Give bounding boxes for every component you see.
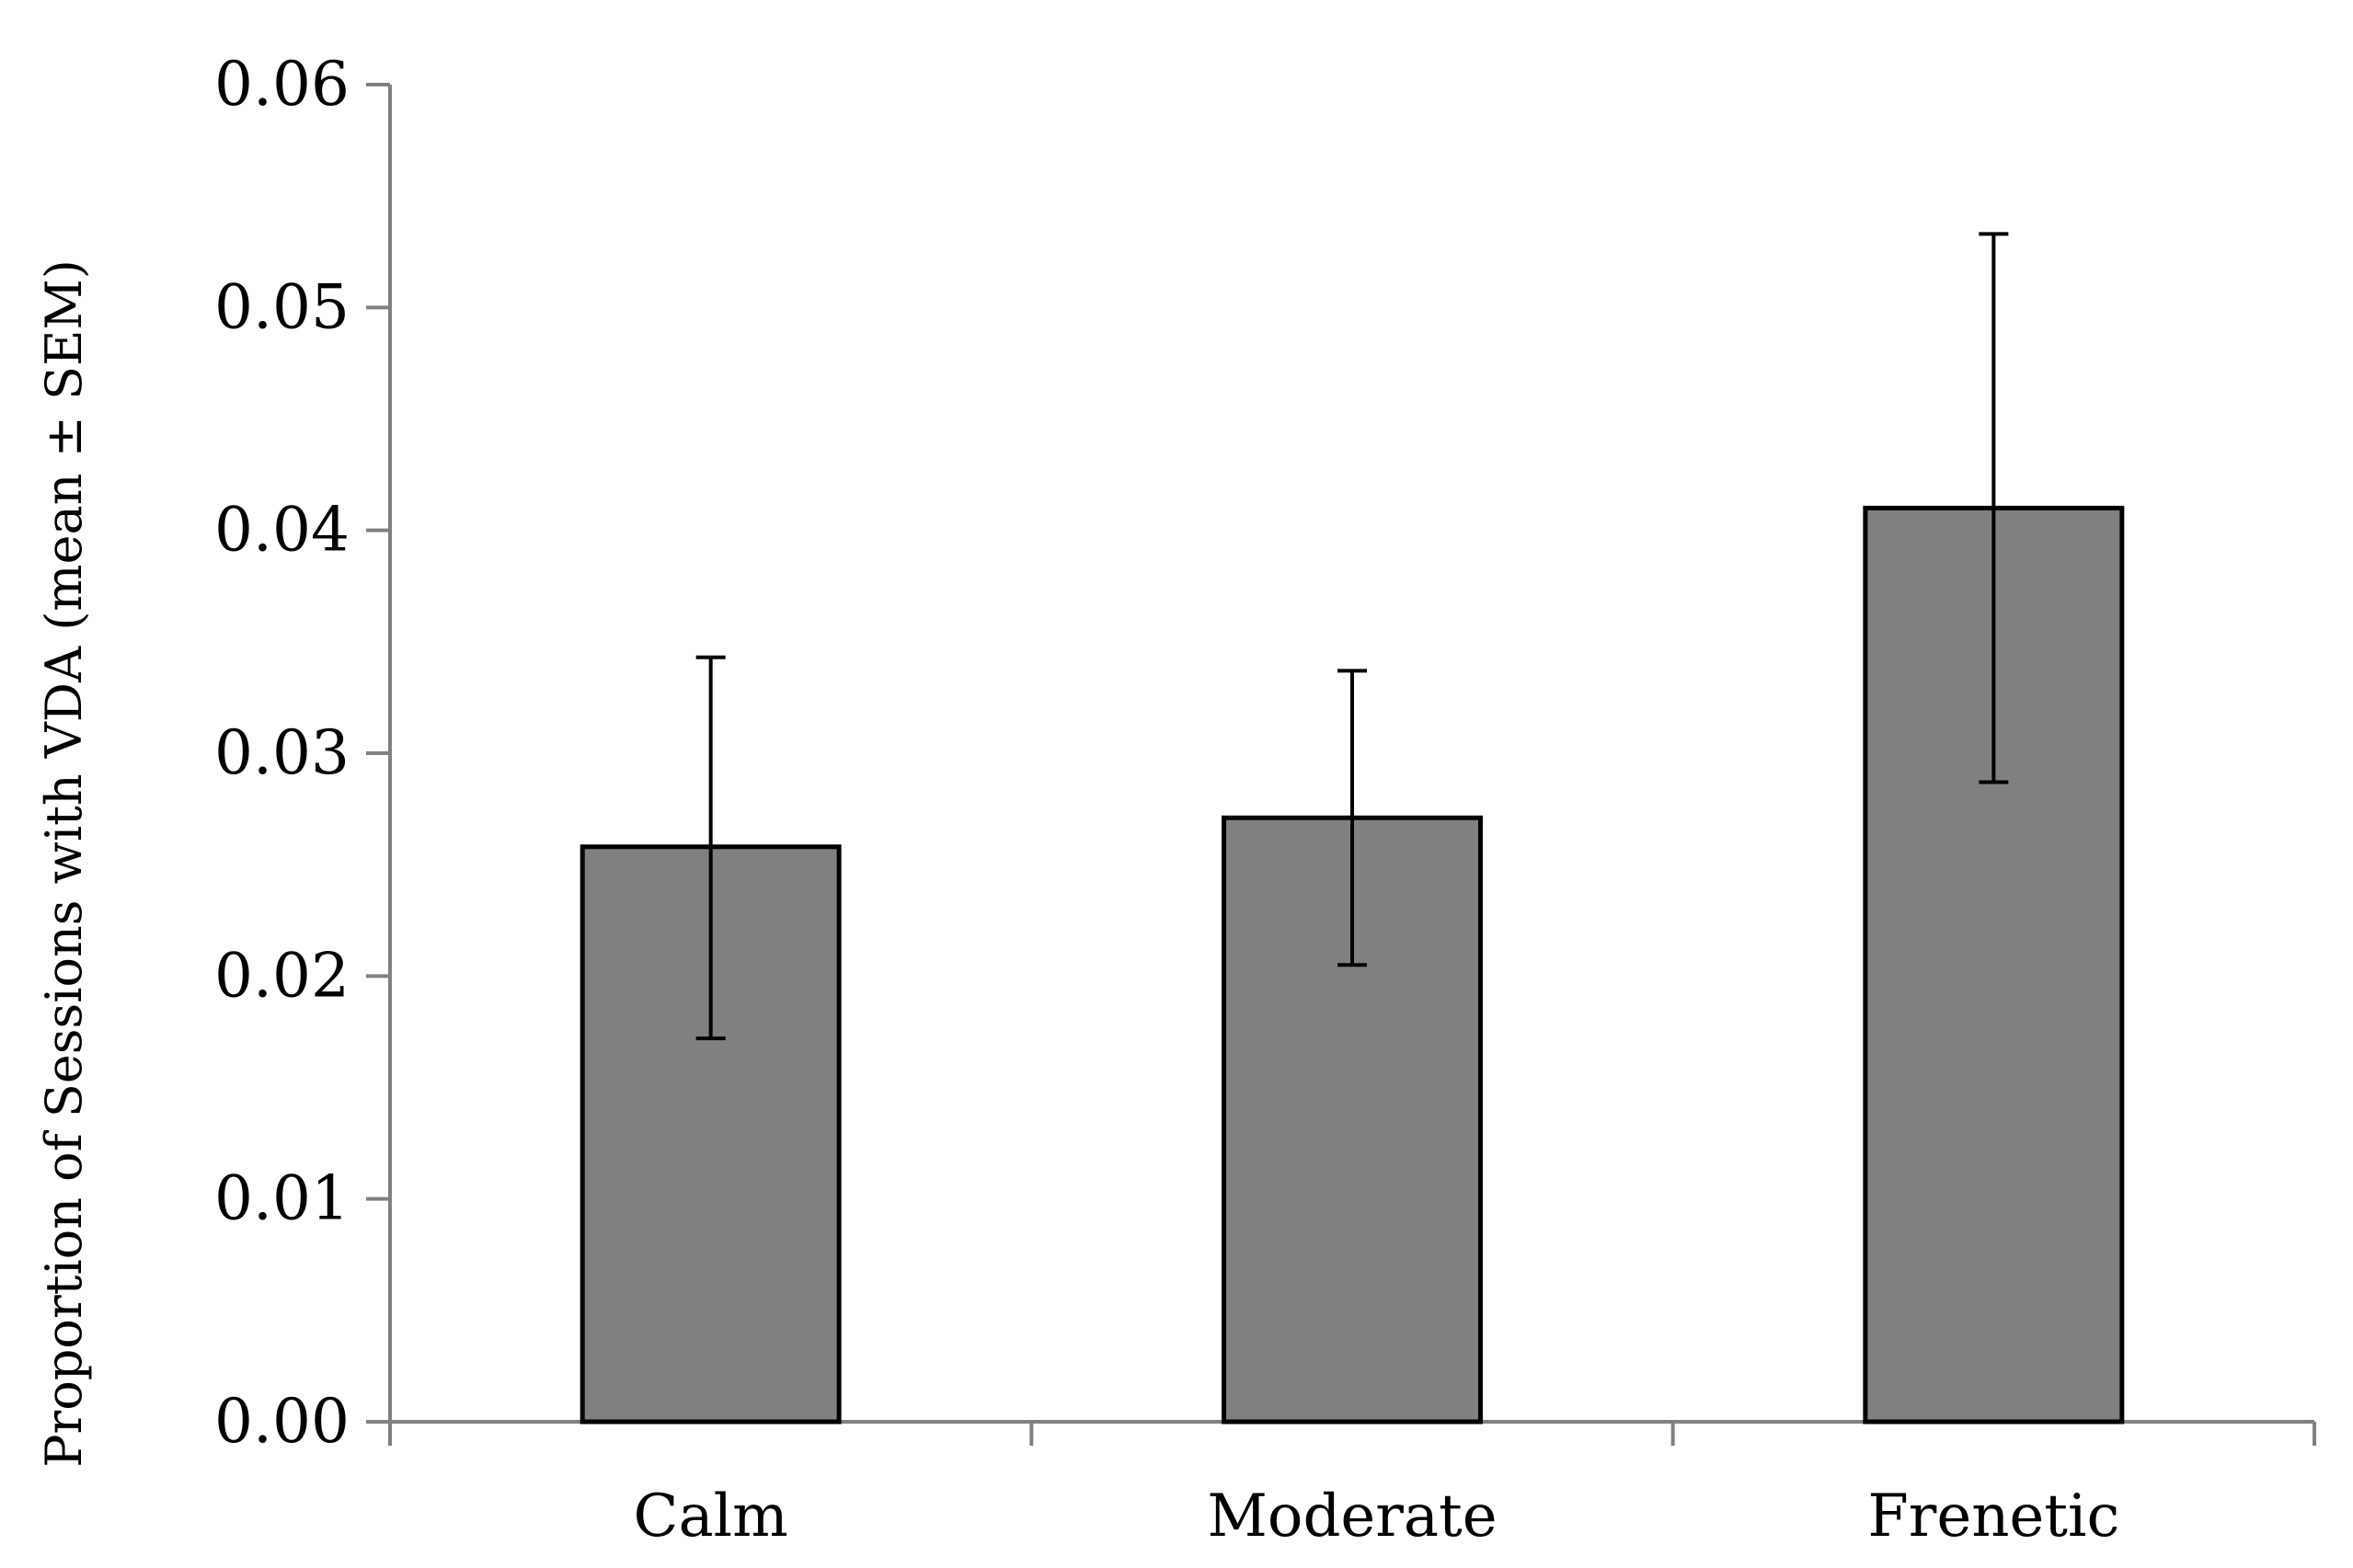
error-bars <box>695 232 2009 1041</box>
y-tick-label: 0.01 <box>214 1163 350 1234</box>
y-axis: 0.00 0.01 0.02 0.03 0.04 0.05 0.06 <box>214 49 392 1457</box>
error-bar-moderate <box>1337 669 1367 967</box>
x-tick-label-frenetic: Frenetic <box>1867 1482 2119 1551</box>
y-tick-label: 0.00 <box>214 1386 350 1457</box>
y-tick-label: 0.04 <box>214 495 350 566</box>
x-tick-label-moderate: Moderate <box>1207 1482 1497 1551</box>
x-tick-label-calm: Calm <box>634 1482 788 1551</box>
x-axis: Calm Moderate Frenetic <box>388 1420 2316 1551</box>
error-bar-frenetic <box>1979 232 2009 784</box>
y-tick-label: 0.05 <box>214 271 350 342</box>
y-axis-title: Proportion of Sessions with VDA (mean ± … <box>35 259 93 1468</box>
y-tick-label: 0.03 <box>214 717 350 788</box>
error-bar-calm <box>695 655 726 1041</box>
y-tick-label: 0.02 <box>214 940 350 1011</box>
y-tick-label: 0.06 <box>214 49 350 120</box>
